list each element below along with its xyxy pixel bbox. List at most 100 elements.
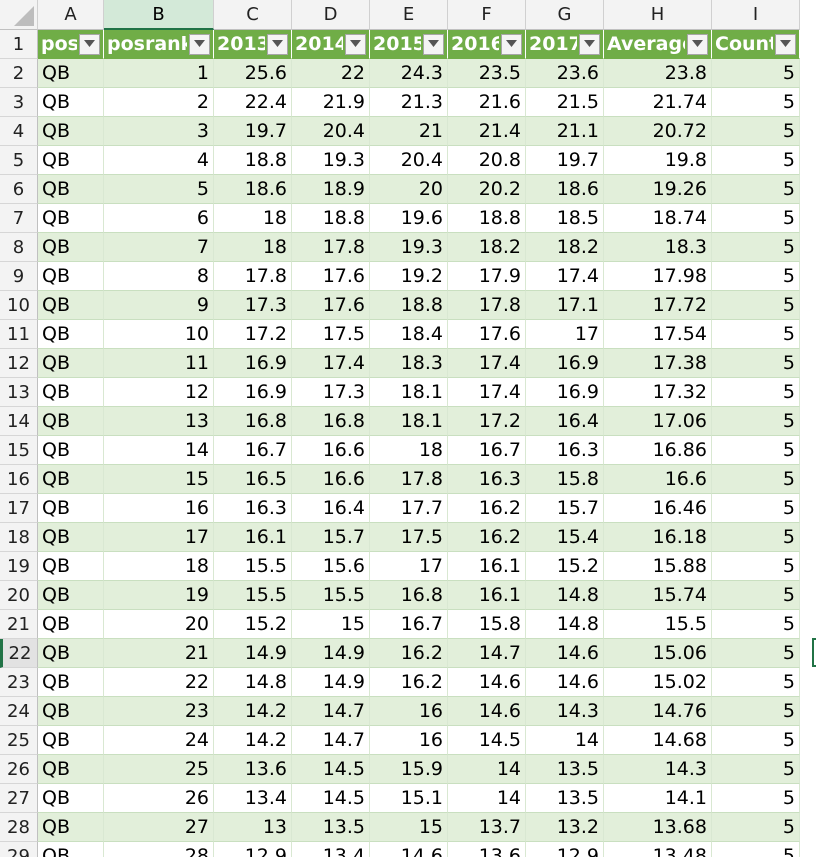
cell-average[interactable]: 14.1 <box>604 784 712 813</box>
row-header[interactable]: 22 <box>0 639 38 668</box>
row-header[interactable]: 4 <box>0 117 38 146</box>
row-header[interactable]: 6 <box>0 175 38 204</box>
cell-posrank[interactable]: 13 <box>104 407 214 436</box>
cell-2017[interactable]: 15.7 <box>526 494 604 523</box>
cell-average[interactable]: 16.18 <box>604 523 712 552</box>
header-cell-average[interactable]: Average <box>604 30 712 59</box>
cell-2016[interactable]: 16.3 <box>448 465 526 494</box>
cell-2017[interactable]: 14.8 <box>526 581 604 610</box>
cell-average[interactable]: 15.88 <box>604 552 712 581</box>
cell-count[interactable]: 5 <box>712 755 800 784</box>
row-header[interactable]: 8 <box>0 233 38 262</box>
cell-average[interactable]: 16.86 <box>604 436 712 465</box>
cell-2013[interactable]: 15.5 <box>214 581 292 610</box>
cell-pos[interactable]: QB <box>38 88 104 117</box>
cell-2017[interactable]: 21.5 <box>526 88 604 117</box>
cell-count[interactable]: 5 <box>712 639 800 668</box>
cell-2015[interactable]: 17.8 <box>370 465 448 494</box>
cell-pos[interactable]: QB <box>38 668 104 697</box>
cell-2014[interactable]: 16.6 <box>292 436 370 465</box>
cell-posrank[interactable]: 28 <box>104 842 214 857</box>
cell-2016[interactable]: 14 <box>448 755 526 784</box>
cell-pos[interactable]: QB <box>38 552 104 581</box>
cell-2013[interactable]: 14.8 <box>214 668 292 697</box>
cell-2016[interactable]: 14.7 <box>448 639 526 668</box>
cell-2017[interactable]: 15.2 <box>526 552 604 581</box>
header-cell-2014[interactable]: 2014 <box>292 30 370 59</box>
header-cell-2016[interactable]: 2016 <box>448 30 526 59</box>
cell-pos[interactable]: QB <box>38 233 104 262</box>
cell-2013[interactable]: 22.4 <box>214 88 292 117</box>
cell-posrank[interactable]: 6 <box>104 204 214 233</box>
cell-2013[interactable]: 17.3 <box>214 291 292 320</box>
cell-2014[interactable]: 19.3 <box>292 146 370 175</box>
cell-posrank[interactable]: 16 <box>104 494 214 523</box>
row-header[interactable]: 2 <box>0 59 38 88</box>
cell-2015[interactable]: 16 <box>370 697 448 726</box>
cell-2016[interactable]: 17.4 <box>448 349 526 378</box>
cell-2014[interactable]: 17.4 <box>292 349 370 378</box>
cell-2015[interactable]: 16.2 <box>370 668 448 697</box>
cell-average[interactable]: 15.5 <box>604 610 712 639</box>
row-header[interactable]: 13 <box>0 378 38 407</box>
cell-posrank[interactable]: 4 <box>104 146 214 175</box>
cell-2013[interactable]: 19.7 <box>214 117 292 146</box>
cell-2017[interactable]: 18.2 <box>526 233 604 262</box>
cell-2014[interactable]: 18.8 <box>292 204 370 233</box>
cell-average[interactable]: 14.76 <box>604 697 712 726</box>
row-header[interactable]: 5 <box>0 146 38 175</box>
cell-count[interactable]: 5 <box>712 378 800 407</box>
row-header[interactable]: 21 <box>0 610 38 639</box>
cell-average[interactable]: 18.74 <box>604 204 712 233</box>
cell-count[interactable]: 5 <box>712 552 800 581</box>
cell-pos[interactable]: QB <box>38 755 104 784</box>
cell-posrank[interactable]: 14 <box>104 436 214 465</box>
filter-dropdown-icon[interactable] <box>579 33 600 55</box>
cell-2013[interactable]: 18.6 <box>214 175 292 204</box>
cell-count[interactable]: 5 <box>712 320 800 349</box>
cell-2014[interactable]: 16.6 <box>292 465 370 494</box>
cell-2017[interactable]: 13.5 <box>526 755 604 784</box>
cell-pos[interactable]: QB <box>38 407 104 436</box>
row-header[interactable]: 25 <box>0 726 38 755</box>
cell-2013[interactable]: 14.2 <box>214 726 292 755</box>
cell-average[interactable]: 17.72 <box>604 291 712 320</box>
cell-2014[interactable]: 20.4 <box>292 117 370 146</box>
header-cell-2015[interactable]: 2015 <box>370 30 448 59</box>
cell-count[interactable]: 5 <box>712 697 800 726</box>
cell-2015[interactable]: 20 <box>370 175 448 204</box>
cell-count[interactable]: 5 <box>712 233 800 262</box>
cell-average[interactable]: 20.72 <box>604 117 712 146</box>
row-header[interactable]: 19 <box>0 552 38 581</box>
cell-2014[interactable]: 17.5 <box>292 320 370 349</box>
cell-posrank[interactable]: 10 <box>104 320 214 349</box>
cell-2013[interactable]: 17.2 <box>214 320 292 349</box>
cell-average[interactable]: 14.68 <box>604 726 712 755</box>
cell-2017[interactable]: 18.6 <box>526 175 604 204</box>
cell-pos[interactable]: QB <box>38 784 104 813</box>
cell-2014[interactable]: 17.3 <box>292 378 370 407</box>
cell-2015[interactable]: 21 <box>370 117 448 146</box>
cell-2013[interactable]: 16.3 <box>214 494 292 523</box>
cell-pos[interactable]: QB <box>38 581 104 610</box>
cell-pos[interactable]: QB <box>38 494 104 523</box>
cell-2015[interactable]: 15.9 <box>370 755 448 784</box>
cell-2017[interactable]: 14.6 <box>526 668 604 697</box>
cell-count[interactable]: 5 <box>712 813 800 842</box>
cell-2014[interactable]: 16.4 <box>292 494 370 523</box>
cell-count[interactable]: 5 <box>712 436 800 465</box>
cell-pos[interactable]: QB <box>38 610 104 639</box>
filter-dropdown-icon[interactable] <box>79 33 100 55</box>
cell-posrank[interactable]: 17 <box>104 523 214 552</box>
cell-2016[interactable]: 14.6 <box>448 668 526 697</box>
cell-2017[interactable]: 15.4 <box>526 523 604 552</box>
cell-2014[interactable]: 14.5 <box>292 784 370 813</box>
cell-2013[interactable]: 16.8 <box>214 407 292 436</box>
cell-2016[interactable]: 14 <box>448 784 526 813</box>
filter-dropdown-icon[interactable] <box>345 33 366 55</box>
cell-2013[interactable]: 14.9 <box>214 639 292 668</box>
cell-2013[interactable]: 13 <box>214 813 292 842</box>
cell-2014[interactable]: 13.5 <box>292 813 370 842</box>
cell-2016[interactable]: 18.8 <box>448 204 526 233</box>
filter-dropdown-icon[interactable] <box>687 33 708 55</box>
